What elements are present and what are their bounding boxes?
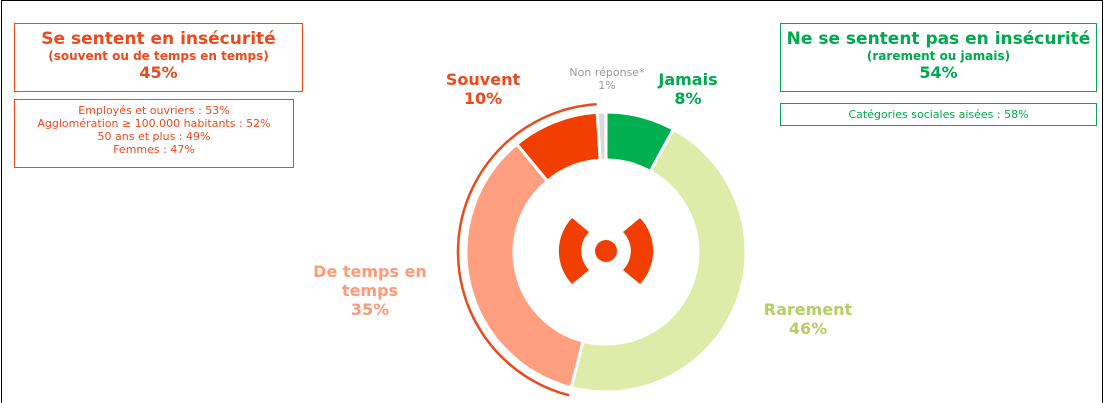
icon-wave-left (558, 218, 589, 284)
right-detail: Catégories sociales aisées : 58% (848, 108, 1029, 121)
slice-name: Rarement (763, 300, 853, 319)
left-total: 45% (139, 63, 178, 82)
slice-label: Souvent 10% (428, 70, 538, 108)
slice-value: 10% (463, 89, 503, 108)
slice-label: De temps en temps 35% (310, 262, 430, 319)
right-summary: Ne se sentent pas en insécurité (raremen… (780, 23, 1097, 92)
slice-name: Jamais (658, 70, 718, 89)
left-subtitle: (souvent ou de temps en temps) (48, 49, 269, 63)
center-icon (558, 218, 654, 284)
icon-dot (595, 240, 617, 262)
right-details: Catégories sociales aisées : 58% (780, 103, 1097, 126)
slice-label: Rarement 46% (753, 300, 863, 338)
slice-name: Souvent (445, 70, 521, 89)
donut-slice (464, 142, 585, 390)
donut-slice (569, 127, 748, 394)
left-title: Se sentent en insécurité (41, 29, 276, 49)
slice-value: 8% (674, 89, 702, 108)
slice-name: De temps en temps (313, 262, 427, 300)
left-detail: Femmes : 47% (113, 143, 195, 156)
icon-wave-right (623, 218, 654, 284)
right-total: 54% (919, 63, 958, 82)
left-detail: Agglomération ≥ 100.000 habitants : 52% (37, 117, 271, 130)
left-detail: 50 ans et plus : 49% (97, 130, 211, 143)
slice-value: 46% (788, 319, 828, 338)
left-details: Employés et ouvriers : 53% Agglomération … (14, 99, 294, 168)
slice-label: Jamais 8% (633, 70, 743, 108)
bracket-arc (456, 103, 597, 397)
left-summary: Se sentent en insécurité (souvent ou de … (14, 23, 303, 92)
left-detail: Employés et ouvriers : 53% (78, 104, 230, 117)
right-subtitle: (rarement ou jamais) (866, 49, 1011, 63)
slice-name: Non réponse* (569, 66, 645, 79)
slice-value: 35% (350, 300, 390, 319)
slice-label: Non réponse* 1% (552, 66, 662, 92)
right-title: Ne se sentent pas en insécurité (786, 29, 1091, 49)
slice-value: 1% (598, 79, 616, 92)
donut-slice (595, 110, 608, 162)
